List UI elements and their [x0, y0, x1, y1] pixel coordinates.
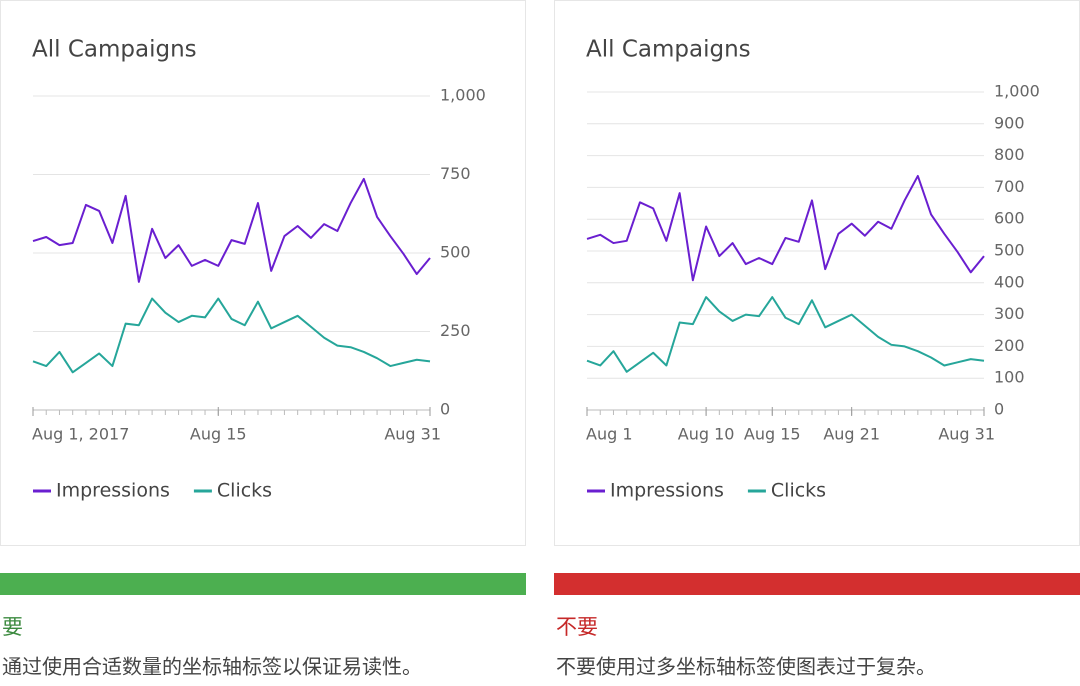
y-tick-label: 300 [994, 304, 1025, 323]
y-tick-label: 0 [440, 400, 450, 419]
x-tick-label: Aug 21 [823, 425, 880, 444]
do-bar [0, 573, 526, 595]
series-line [586, 174, 985, 282]
chart-title: All Campaigns [586, 37, 751, 63]
caption: 通过使用合适数量的坐标轴标签以保证易读性。 [2, 655, 422, 679]
y-tick-label: 1,000 [440, 86, 486, 105]
y-tick-label: 900 [994, 113, 1025, 132]
y-tick-label: 1,000 [994, 82, 1040, 101]
legend-label: Impressions [610, 480, 724, 502]
y-tick-label: 700 [994, 177, 1025, 196]
y-tick-label: 500 [440, 243, 471, 262]
y-tick-label: 0 [994, 400, 1004, 419]
verdict: 要 [2, 615, 23, 639]
y-tick-label: 100 [994, 368, 1025, 387]
y-tick-label: 500 [994, 241, 1025, 260]
x-tick-label: Aug 1 [586, 425, 633, 444]
y-tick-label: 250 [440, 321, 471, 340]
verdict: 不要 [556, 615, 598, 639]
legend-label: Clicks [217, 480, 272, 502]
y-tick-label: 750 [440, 164, 471, 183]
x-tick-label: Aug 31 [938, 425, 995, 444]
x-tick-label: Aug 15 [190, 425, 247, 444]
legend-label: Impressions [56, 480, 170, 502]
dont-bar [554, 573, 1080, 595]
series-line [32, 297, 431, 374]
series-line [586, 296, 985, 373]
card [554, 0, 1080, 546]
y-tick-label: 600 [994, 209, 1025, 228]
x-tick-label: Aug 31 [384, 425, 441, 444]
legend-label: Clicks [771, 480, 826, 502]
y-tick-label: 400 [994, 272, 1025, 291]
x-tick-label: Aug 10 [678, 425, 735, 444]
chart-title: All Campaigns [32, 37, 197, 63]
y-tick-label: 200 [994, 336, 1025, 355]
card [0, 0, 526, 546]
x-tick-label: Aug 15 [744, 425, 801, 444]
x-tick-label: Aug 1, 2017 [32, 425, 129, 444]
series-line [32, 177, 431, 283]
y-tick-label: 800 [994, 145, 1025, 164]
caption: 不要使用过多坐标轴标签使图表过于复杂。 [556, 655, 936, 679]
